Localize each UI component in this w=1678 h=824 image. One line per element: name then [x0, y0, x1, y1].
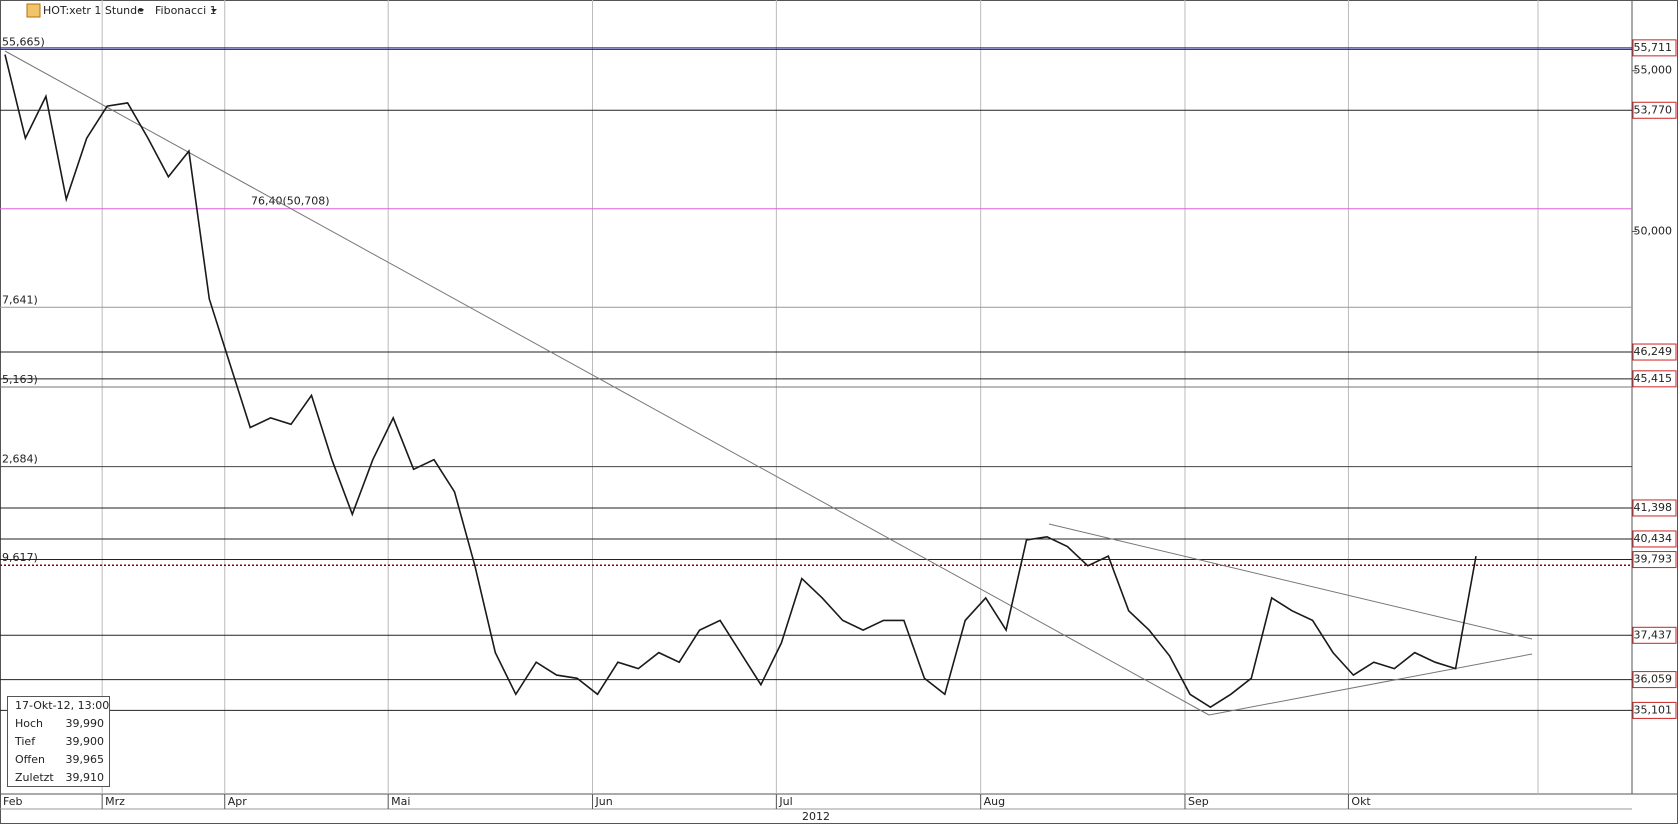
x-tick-label: Jun [594, 795, 612, 808]
info-value: 39,965 [66, 753, 105, 766]
x-tick-label: Mai [391, 795, 410, 808]
fib-level-label: 9,617) [2, 551, 38, 564]
dropdown-arrow[interactable] [138, 9, 144, 12]
level-label-box [1632, 39, 1677, 57]
x-tick-label: Mrz [105, 795, 125, 808]
fib-level-label: 5,163) [2, 373, 38, 386]
x-tick-label: Feb [3, 795, 22, 808]
info-value: 39,900 [66, 735, 105, 748]
trend-line [1048, 523, 1533, 640]
info-label: Hoch [15, 717, 43, 730]
info-label: Zuletzt [15, 771, 54, 784]
price-line [4, 54, 1477, 709]
x-tick-label: Aug [984, 795, 1005, 808]
info-box: 17-Okt-12, 13:00 Hoch 39,990 Tief 39,900… [7, 696, 110, 787]
symbol-selector[interactable]: HOT:xetr 1 Stunde [43, 4, 144, 17]
x-tick-label: Apr [228, 795, 248, 808]
info-label: Tief [14, 735, 36, 748]
symbol-icon[interactable] [26, 3, 41, 18]
level-label-box [1632, 101, 1677, 119]
info-label: Offen [15, 753, 45, 766]
year-label: 2012 [802, 810, 830, 823]
level-label: 35,101 [1634, 703, 1673, 716]
level-label: 40,434 [1634, 532, 1673, 545]
x-tick-label: Okt [1351, 795, 1371, 808]
info-value: 39,990 [66, 717, 105, 730]
y-tick-label: 55,000 [1634, 64, 1673, 77]
dropdown-arrow[interactable] [211, 9, 217, 12]
x-tick-label: Sep [1188, 795, 1209, 808]
info-datetime: 17-Okt-12, 13:00 [15, 699, 109, 712]
level-label: 41,398 [1634, 501, 1673, 514]
level-label-box [1632, 499, 1677, 517]
fib-level-label: 55,665) [2, 35, 45, 48]
indicator-selector[interactable]: Fibonacci 1 [155, 4, 217, 17]
fib-level-label: 7,641) [2, 293, 38, 306]
level-label: 53,770 [1634, 103, 1673, 116]
level-label-box [1632, 370, 1677, 388]
level-label: 36,059 [1634, 673, 1673, 686]
x-tick-label: Jul [778, 795, 792, 808]
level-label-box [1632, 551, 1677, 569]
info-box-frame [7, 696, 110, 787]
info-value: 39,910 [66, 771, 105, 784]
y-tick-label: 50,000 [1634, 224, 1673, 237]
level-label-box [1632, 671, 1677, 689]
level-label-box [1632, 343, 1677, 361]
level-label: 46,249 [1634, 345, 1673, 358]
fib-level-label: 2,684) [2, 453, 38, 466]
level-label: 45,415 [1634, 372, 1673, 385]
level-label: 55,711 [1634, 41, 1673, 54]
fib-level-label: 76,40(50,708) [251, 195, 330, 208]
level-label: 37,437 [1634, 628, 1673, 641]
toolbar: HOT:xetr 1 Stunde Fibonacci 1 [26, 3, 217, 18]
level-label-box [1632, 701, 1677, 719]
trend-line [1208, 653, 1533, 716]
trend-line [4, 50, 1210, 716]
level-label-box [1632, 530, 1677, 548]
level-label: 39,793 [1634, 553, 1673, 566]
level-label-box [1632, 626, 1677, 644]
